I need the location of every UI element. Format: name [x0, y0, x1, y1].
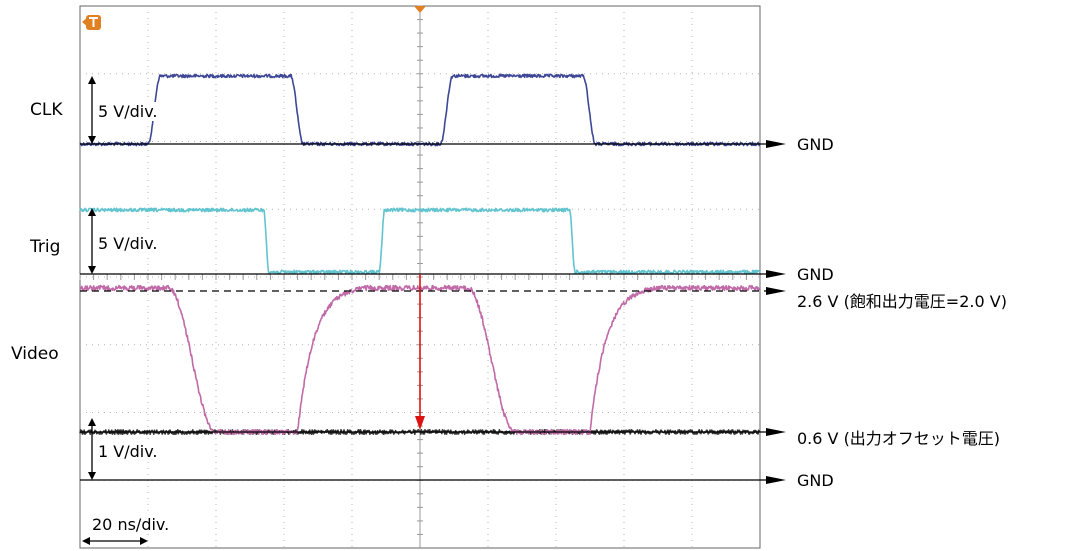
trigger-t-glyph [89, 17, 98, 27]
scale-arrow-clk-head [88, 76, 96, 84]
scale-arrow-video-head [88, 418, 96, 426]
channel-label-clk: CLK [30, 100, 63, 120]
time-scale-arrow-head [82, 537, 90, 545]
reference-arrow [766, 428, 786, 436]
ref-label-video-saturation: 2.6 V (飽和出力電圧=2.0 V) [797, 292, 1007, 311]
channel-label-video: Video [11, 344, 59, 364]
time-scale-arrow-head [140, 537, 148, 545]
scale-label-trig: 5 V/div. [96, 234, 160, 253]
ref-label-video-offset: 0.6 V (出力オフセット電圧) [797, 429, 1001, 448]
time-scale-label: 20 ns/div. [90, 515, 172, 534]
scale-arrow-trig-head [88, 208, 96, 216]
ref-label-video-gnd: GND [797, 471, 834, 490]
ref-label-clk-gnd: GND [797, 135, 834, 154]
scale-label-clk: 5 V/div. [96, 102, 160, 121]
reference-arrow [766, 270, 786, 278]
scale-arrow-clk-head [88, 136, 96, 144]
trig-trace [79, 207, 761, 275]
video-offset-trace [79, 429, 761, 435]
trigger-level-icon-pointer [82, 17, 88, 27]
trigger-position-marker [414, 6, 426, 13]
scale-label-video: 1 V/div. [96, 442, 160, 461]
ref-label-trig-gnd: GND [797, 265, 834, 284]
channel-label-trig: Trig [30, 237, 61, 257]
reference-arrow [766, 476, 786, 484]
reference-arrow [766, 287, 786, 295]
marker-arrowhead [415, 416, 425, 430]
reference-arrow [766, 140, 786, 148]
scale-arrow-video-head [88, 472, 96, 480]
scale-arrow-trig-head [88, 266, 96, 274]
